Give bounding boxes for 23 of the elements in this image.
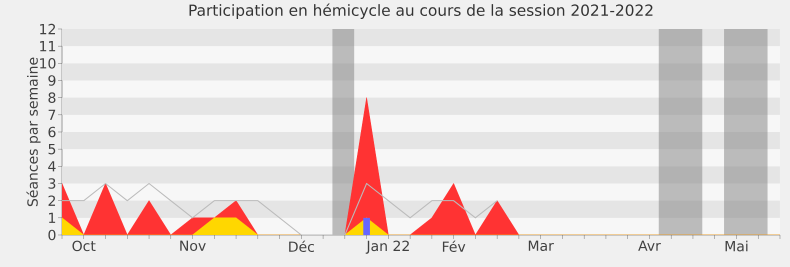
y-tick-label: 5 (48, 144, 56, 154)
y-tick-label: 8 (48, 92, 56, 103)
x-tick-label: Déc (289, 240, 314, 252)
chart-title: Participation en hémicycle au cours de la session 2021-2022 (190, 4, 652, 19)
x-tick-label: Oct (72, 240, 96, 252)
y-tick-label: 4 (48, 161, 56, 172)
y-tick-label: 12 (40, 24, 56, 34)
x-tick-label: Nov (180, 240, 206, 251)
y-tick-label: 7 (48, 110, 56, 120)
y-tick-label: 9 (48, 75, 56, 86)
x-tick-label: Avr (638, 240, 661, 251)
y-tick-label: 0 (48, 230, 56, 240)
x-tick-label: Fév (442, 240, 466, 252)
y-tick-label: 10 (40, 58, 56, 69)
x-tick-label: Mar (528, 240, 554, 251)
y-tick-label: 11 (40, 41, 56, 52)
y-tick-label: 2 (48, 195, 56, 206)
x-tick-label: Mai (726, 240, 748, 252)
x-tick-label: Jan 22 (366, 240, 409, 254)
y-tick-label: 6 (48, 126, 56, 138)
y-tick-label: 1 (49, 212, 56, 223)
y-axis-title: Séances par semaine (26, 58, 41, 206)
y-tick-label: 3 (48, 178, 56, 189)
